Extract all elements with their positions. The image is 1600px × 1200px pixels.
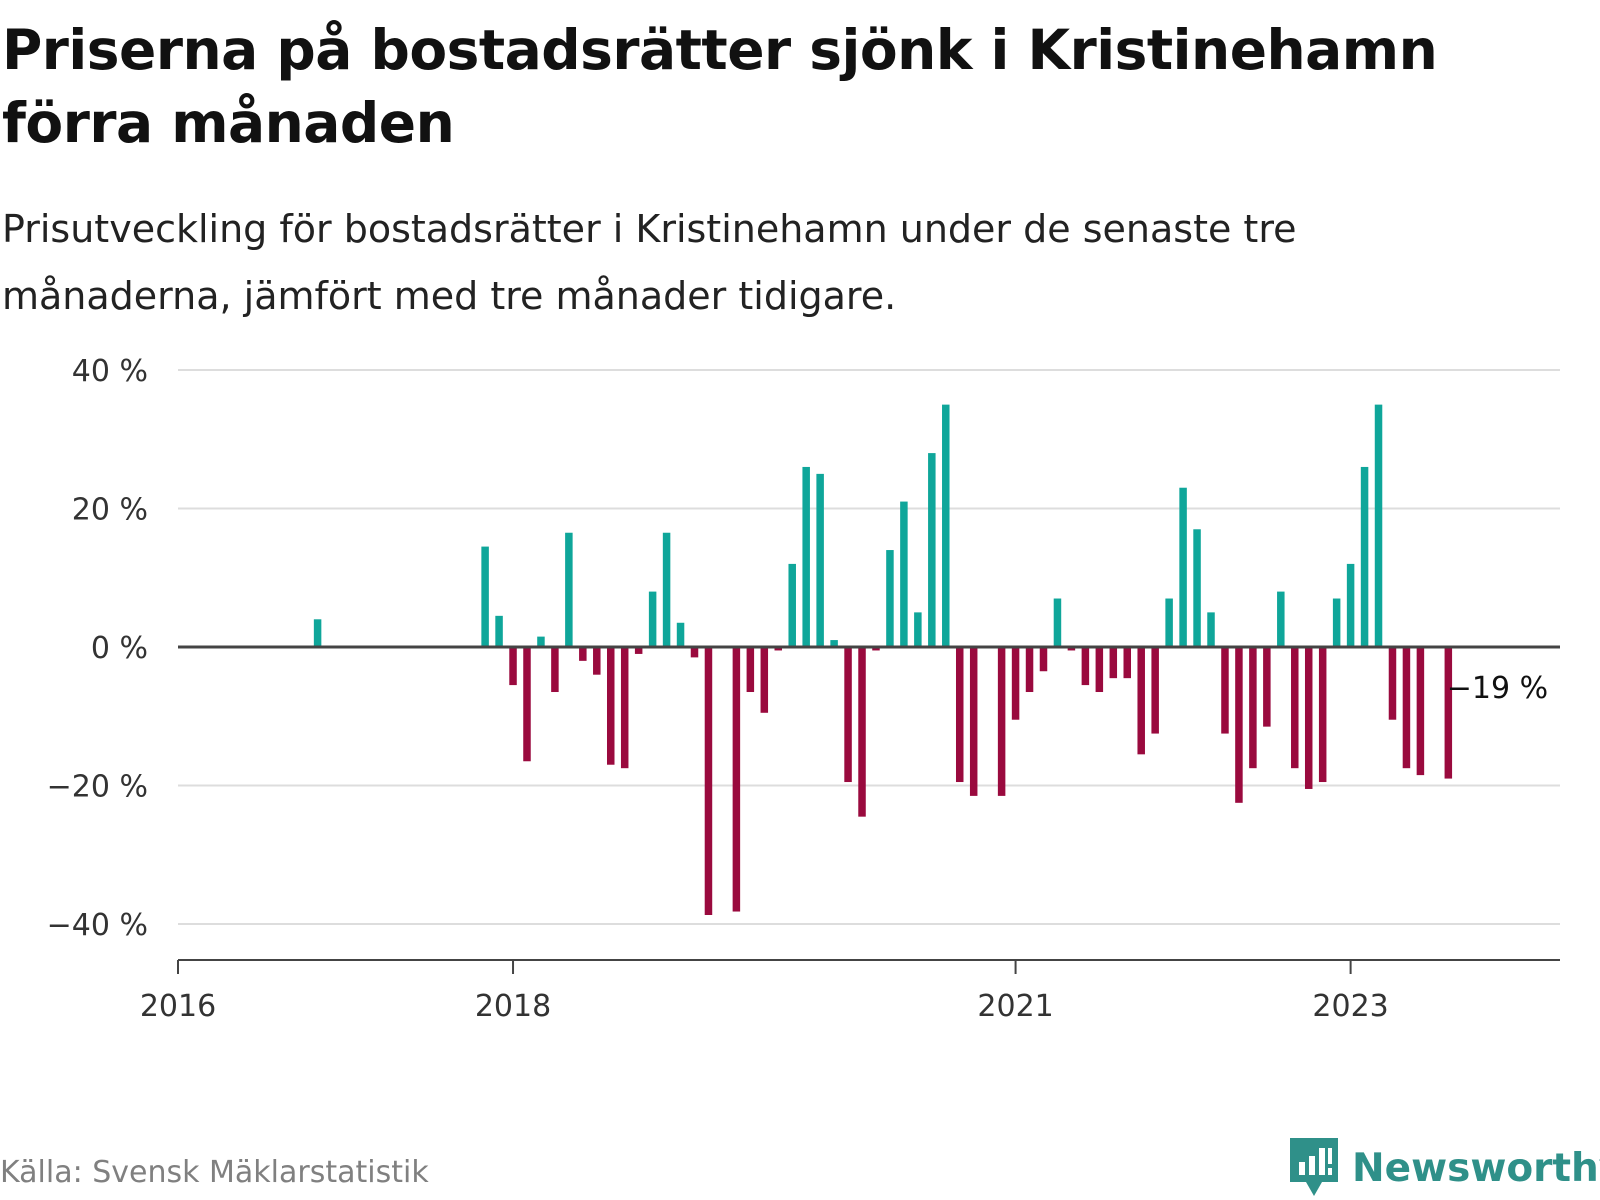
axes (177, 645, 1560, 974)
bar (1374, 404, 1383, 647)
bar (872, 647, 880, 651)
newsworthy-logo-icon (1290, 1138, 1338, 1196)
bar (1053, 598, 1062, 647)
bar (788, 563, 796, 647)
y-tick-label: 20 % (72, 493, 148, 528)
bar (774, 647, 783, 651)
bar (1304, 647, 1313, 789)
bar (495, 615, 503, 647)
bar (816, 473, 824, 647)
y-tick-label: 40 % (72, 354, 148, 389)
bars (313, 404, 1453, 915)
bar (1109, 647, 1118, 679)
bar (1095, 647, 1104, 693)
bar (969, 647, 978, 796)
bar (1179, 487, 1187, 647)
bar (1165, 598, 1173, 647)
bar (565, 532, 573, 647)
bar (1123, 647, 1132, 679)
bar (551, 647, 559, 693)
bar (1402, 647, 1411, 769)
bar (1025, 647, 1034, 693)
bar (1235, 647, 1243, 803)
bar (537, 636, 545, 647)
bar (1221, 647, 1229, 734)
bar (1193, 529, 1201, 647)
bar (481, 546, 489, 647)
bar (1249, 647, 1257, 769)
bar (802, 466, 810, 647)
y-axis-labels: 40 % 20 % 0 % −20 % −40 % (47, 354, 148, 943)
bar (1207, 612, 1215, 647)
bar (1360, 466, 1369, 647)
bar (313, 619, 322, 647)
bar (579, 647, 587, 661)
bar (858, 647, 866, 817)
brand-name: Newsworthy (1352, 1145, 1600, 1191)
bar (606, 647, 615, 765)
bar (844, 647, 852, 783)
source-note: Källa: Svensk Mäklarstatistik (0, 1155, 429, 1190)
y-tick-label: 0 % (91, 631, 148, 666)
bar (914, 612, 922, 647)
x-tick-label: 2018 (475, 989, 551, 1024)
bar (928, 453, 936, 647)
bar (690, 647, 699, 658)
bar (1416, 647, 1425, 776)
x-axis-labels: 2016 2018 2021 2023 (140, 989, 1389, 1024)
bar (676, 622, 685, 647)
bar (955, 647, 964, 783)
chart-title: Priserna på bostadsrätter sjönk i Kristi… (2, 18, 1438, 155)
bar (662, 532, 671, 647)
bar (509, 647, 517, 686)
bar (648, 591, 657, 647)
bar (1263, 647, 1271, 727)
gridlines (178, 369, 1560, 925)
y-tick-label: −20 % (47, 770, 148, 805)
bar (830, 640, 838, 647)
bar-chart: 40 % 20 % 0 % −20 % −40 % 2016 2018 2021 2023 −… (47, 354, 1560, 1024)
brand-logo: Newsworthy (1290, 1138, 1600, 1198)
bar (942, 404, 950, 647)
bar (593, 647, 601, 675)
bar (732, 647, 741, 912)
bar (997, 647, 1006, 796)
chart-subtitle: Prisutveckling för bostadsrätter i Krist… (2, 207, 1297, 318)
bar (1291, 647, 1299, 769)
bar (1039, 647, 1048, 672)
bar (620, 647, 629, 769)
x-tick-label: 2016 (140, 989, 216, 1024)
bar (634, 647, 643, 654)
bar (1277, 591, 1285, 647)
bar (1081, 647, 1090, 686)
bar (1318, 647, 1327, 783)
x-tick-label: 2023 (1312, 989, 1388, 1024)
latest-value-annotation: −19 % (1447, 671, 1548, 706)
bar (1067, 647, 1076, 651)
bar (1444, 647, 1453, 779)
bar (704, 647, 713, 915)
y-tick-label: −40 % (47, 908, 148, 943)
bar (900, 501, 908, 647)
bar (1137, 647, 1145, 755)
bar (760, 647, 769, 713)
bar (523, 647, 531, 762)
bar (886, 550, 894, 647)
x-tick-label: 2021 (977, 989, 1053, 1024)
bar (1151, 647, 1159, 734)
bar (1346, 563, 1355, 647)
bar (1388, 647, 1397, 720)
bar (1332, 598, 1341, 647)
bar (746, 647, 755, 693)
bar (1011, 647, 1020, 720)
